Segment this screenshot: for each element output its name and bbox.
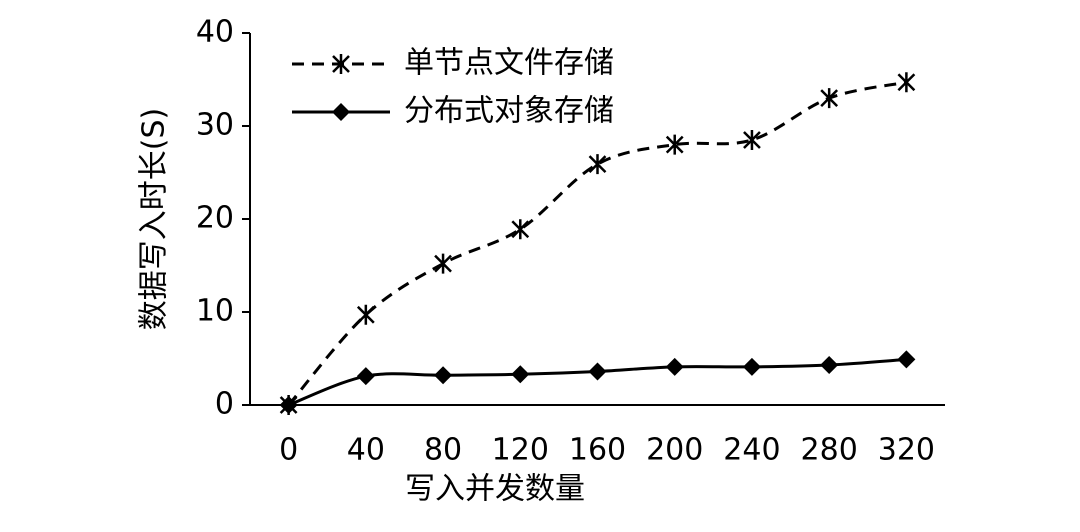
marker [511,219,530,240]
marker [897,72,916,93]
marker [279,396,298,414]
x-tick-label: 320 [878,433,935,468]
x-tick-label: 280 [801,433,858,468]
x-tick-label: 120 [492,433,549,468]
y-axis-label: 数据写入时长(S) [137,108,172,330]
marker [820,88,839,109]
marker [820,356,839,375]
y-tick-label: 40 [196,15,234,50]
marker [742,357,761,376]
marker [588,362,607,381]
y-tick-label: 30 [196,108,234,143]
x-tick-label: 200 [646,433,703,468]
legend-label: 分布式对象存储 [404,94,614,129]
series-line [287,80,907,406]
legend-label: 单节点文件存储 [404,46,614,81]
marker [356,304,375,325]
y-tick-label: 10 [196,294,234,329]
marker [356,367,375,386]
y-tick-label: 0 [215,387,234,422]
marker [743,129,761,150]
x-tick-label: 240 [723,433,780,468]
marker [665,134,684,155]
x-tick-label: 160 [569,433,626,468]
marker [588,154,607,175]
x-tick-label: 40 [347,433,385,468]
x-tick-label: 0 [279,433,298,468]
marker [434,253,452,274]
marker [511,365,530,384]
x-axis-label: 写入并发数量 [405,472,585,507]
marker [665,357,684,376]
marker [434,366,453,385]
legend-marker [332,103,350,121]
legend-marker [332,54,350,74]
y-tick-label: 20 [196,201,234,236]
marker [897,350,916,369]
x-tick-label: 80 [424,433,462,468]
